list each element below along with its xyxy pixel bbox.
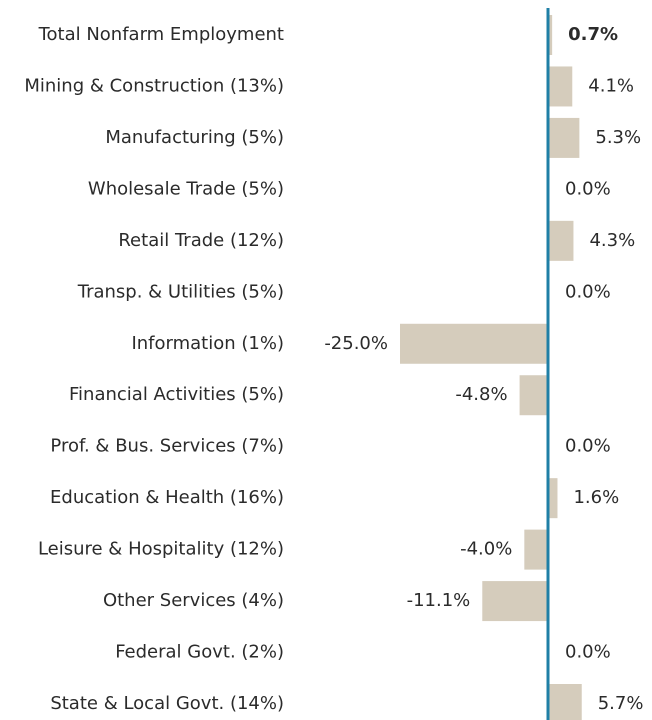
category-label: Wholesale Trade (5%) [88, 178, 284, 199]
value-label: 5.7% [598, 693, 644, 714]
bar [548, 220, 574, 261]
category-label: Manufacturing (5%) [105, 127, 284, 148]
bar [400, 323, 548, 364]
bar [524, 529, 548, 570]
category-label: Education & Health (16%) [50, 487, 284, 508]
category-label: State & Local Govt. (14%) [50, 693, 284, 714]
category-label: Mining & Construction (13%) [24, 75, 284, 96]
value-label: 1.6% [573, 487, 619, 508]
value-label: 5.3% [595, 127, 641, 148]
category-label: Financial Activities (5%) [69, 384, 284, 405]
value-label: 0.0% [565, 281, 611, 302]
category-label: Federal Govt. (2%) [115, 642, 284, 663]
value-label: -11.1% [407, 590, 471, 611]
bar [482, 581, 548, 622]
category-label: Prof. & Bus. Services (7%) [50, 436, 284, 457]
value-label: 0.0% [565, 178, 611, 199]
category-label: Other Services (4%) [103, 590, 284, 611]
category-label: Retail Trade (12%) [118, 230, 284, 251]
category-label: Information (1%) [131, 333, 284, 354]
value-label: 0.7% [568, 24, 618, 45]
value-label: -25.0% [324, 333, 388, 354]
bar [548, 117, 580, 158]
bar [548, 478, 558, 519]
bar [548, 684, 582, 720]
bar [548, 15, 553, 55]
value-label: 0.0% [565, 436, 611, 457]
category-label: Transp. & Utilities (5%) [77, 281, 284, 302]
value-label: 4.1% [588, 75, 634, 96]
value-label: -4.8% [455, 384, 507, 405]
category-label: Total Nonfarm Employment [38, 24, 284, 45]
bar [548, 66, 573, 107]
value-label: 4.3% [589, 230, 635, 251]
value-label: -4.0% [460, 539, 512, 560]
category-label: Leisure & Hospitality (12%) [38, 539, 284, 560]
value-label: 0.0% [565, 642, 611, 663]
bar [519, 375, 548, 416]
